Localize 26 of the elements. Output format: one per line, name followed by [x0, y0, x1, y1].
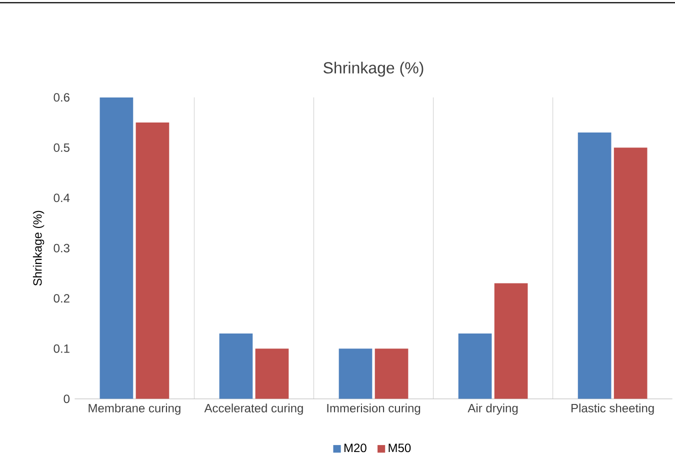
- chart-title: Shrinkage (%): [324, 62, 424, 77]
- legend-label: M20: [344, 444, 366, 452]
- y-tick-label: 0.6: [54, 93, 70, 102]
- y-tick-label: 0: [64, 394, 70, 404]
- bar: [219, 334, 253, 400]
- y-tick-label: 0.1: [54, 344, 70, 354]
- bar: [100, 98, 134, 400]
- bar: [255, 348, 289, 400]
- bar: [578, 132, 612, 400]
- y-tick-label: 0.5: [54, 144, 70, 152]
- bar: [136, 122, 170, 400]
- bar: [458, 334, 492, 400]
- bar: [374, 348, 408, 400]
- bar: [614, 148, 648, 400]
- x-tick-label: Accelerated curing: [204, 404, 303, 415]
- legend-label: M50: [388, 444, 411, 452]
- y-tick-label: 0.2: [54, 294, 70, 303]
- x-tick-label: Immerision curing: [327, 404, 420, 415]
- bar: [494, 284, 528, 400]
- y-tick-label: 0.3: [54, 244, 70, 253]
- x-tick-label: Air drying: [468, 404, 518, 415]
- bar: [338, 348, 372, 400]
- x-tick-label: Membrane curing: [88, 404, 180, 415]
- x-tick-label: Plastic sheeting: [572, 404, 654, 415]
- y-axis-title: Shrinkage (%): [32, 211, 44, 286]
- y-tick-label: 0.4: [54, 194, 70, 202]
